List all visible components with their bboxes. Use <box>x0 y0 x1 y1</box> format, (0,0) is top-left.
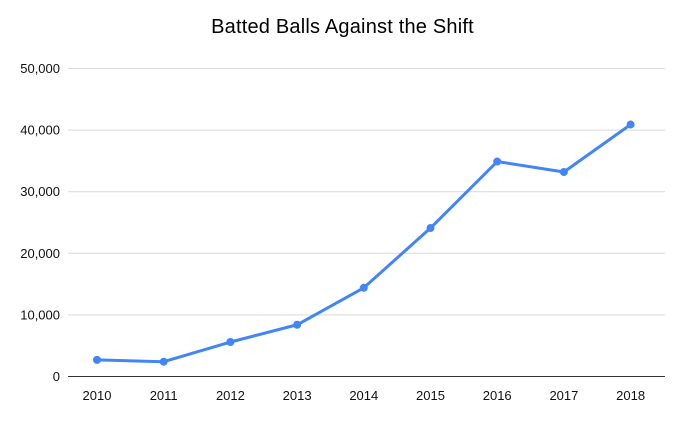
y-axis-tick-label: 40,000 <box>20 123 60 138</box>
y-axis-tick-label: 50,000 <box>20 61 60 76</box>
series-line <box>95 123 633 364</box>
data-point-2011[interactable] <box>159 357 168 366</box>
x-axis-tick-label: 2015 <box>416 388 445 403</box>
y-axis-tick-label: 0 <box>53 369 60 384</box>
x-axis-tick-label: 2018 <box>616 388 645 403</box>
y-axis-tick-label: 30,000 <box>20 184 60 199</box>
data-point-2018[interactable] <box>626 120 635 129</box>
data-point-2012[interactable] <box>226 338 235 347</box>
y-axis-tick-label: 20,000 <box>20 246 60 261</box>
x-axis-tick-label: 2017 <box>549 388 578 403</box>
data-point-2017[interactable] <box>559 167 568 176</box>
x-axis-tick-label: 2013 <box>283 388 312 403</box>
x-axis-tick-label: 2012 <box>216 388 245 403</box>
data-point-2010[interactable] <box>93 355 101 364</box>
data-point-2013[interactable] <box>293 320 302 329</box>
data-point-2016[interactable] <box>493 157 502 166</box>
y-axis-tick-label: 10,000 <box>20 307 60 322</box>
data-point-2015[interactable] <box>426 224 435 233</box>
x-axis-tick-label: 2014 <box>349 388 378 403</box>
x-axis-tick-label: 2016 <box>483 388 512 403</box>
data-point-2014[interactable] <box>359 283 368 292</box>
x-axis-tick-label: 2011 <box>150 388 178 403</box>
chart-title: Batted Balls Against the Shift <box>211 16 474 38</box>
x-axis-tick-label: 2010 <box>83 388 112 403</box>
